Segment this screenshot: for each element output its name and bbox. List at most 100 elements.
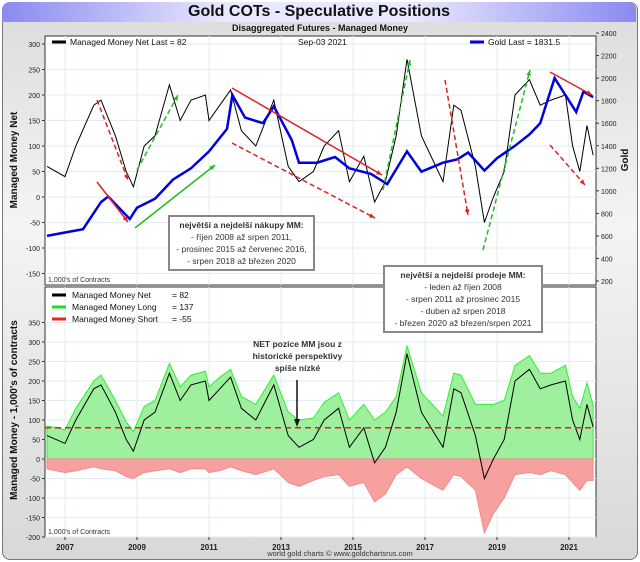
y-axis-title: Managed Money Net bbox=[9, 111, 20, 208]
mm-net-line bbox=[46, 59, 594, 223]
y2-tick-label: 800 bbox=[601, 211, 613, 218]
y-tick-label: 200 bbox=[28, 379, 40, 386]
y-tick-label: 250 bbox=[28, 68, 40, 75]
arrow-head-icon bbox=[122, 216, 128, 222]
mm-long-area bbox=[46, 343, 594, 460]
y-tick-label: -50 bbox=[30, 477, 40, 484]
buying-annotation-line: - říjen 2008 až srpen 2011, bbox=[191, 232, 292, 242]
y2-tick-label: 1600 bbox=[601, 121, 617, 128]
y-tick-label: 50 bbox=[32, 170, 40, 177]
arrow-head-icon bbox=[579, 179, 585, 185]
net-position-note: NET pozice MM jsou z historické perspekt… bbox=[240, 338, 355, 374]
trend-arrow bbox=[96, 99, 129, 181]
arrow-head-icon bbox=[209, 165, 215, 171]
y2-tick-label: 600 bbox=[601, 234, 613, 241]
selling-annotation-line: - leden až říjen 2008 bbox=[424, 282, 502, 292]
y-tick-label: -100 bbox=[26, 496, 40, 503]
y-tick-label: 250 bbox=[28, 360, 40, 367]
y-tick-label: -50 bbox=[30, 221, 40, 228]
trend-arrow bbox=[96, 181, 129, 223]
y2-tick-label: 400 bbox=[601, 256, 613, 263]
legend-label: Managed Money Net bbox=[72, 290, 152, 300]
note-line: NET pozice MM jsou z bbox=[253, 339, 342, 349]
y-tick-label: -150 bbox=[26, 272, 40, 279]
y-tick-label: -200 bbox=[26, 535, 40, 542]
buying-annotation-box: největší a nejdelší nákupy MM: - říjen 2… bbox=[168, 215, 315, 271]
legend-value: = 137 bbox=[172, 302, 194, 312]
y-tick-label: 300 bbox=[28, 42, 40, 49]
selling-annotation-line: - březen 2020 až březen/srpen 2021 bbox=[394, 318, 532, 328]
y2-tick-label: 1400 bbox=[601, 144, 617, 151]
y2-tick-label: 2000 bbox=[601, 76, 617, 83]
x-tick-label: 2013 bbox=[272, 543, 290, 552]
y2-axis-title: Gold bbox=[620, 149, 631, 172]
y-tick-label: 0 bbox=[36, 195, 40, 202]
arrow-head-icon bbox=[173, 95, 178, 101]
x-tick-label: 2019 bbox=[488, 543, 506, 552]
buying-annotation-line: - prosinec 2015 až červenec 2016, bbox=[176, 244, 307, 254]
legend-label: Gold Last = 1831.5 bbox=[488, 37, 560, 47]
note-line: historické perspektivy bbox=[252, 351, 343, 361]
y-tick-label: 0 bbox=[36, 457, 40, 464]
date-label: Sep-03 2021 bbox=[298, 37, 347, 47]
arrow-head-icon bbox=[294, 419, 300, 427]
y-tick-label: 150 bbox=[28, 119, 40, 126]
selling-annotation-line: - duben až srpen 2018 bbox=[420, 306, 506, 316]
trend-arrow bbox=[134, 164, 216, 229]
y-tick-label: 100 bbox=[28, 418, 40, 425]
buying-annotation-title: největší a nejdelší nákupy MM: bbox=[179, 220, 304, 230]
arrow-head-icon bbox=[406, 60, 412, 66]
arrow-head-icon bbox=[376, 170, 382, 175]
y2-tick-label: 200 bbox=[601, 279, 613, 286]
trend-arrow bbox=[382, 59, 411, 191]
y-tick-label: -100 bbox=[26, 246, 40, 253]
x-tick-label: 2021 bbox=[560, 543, 578, 552]
y-tick-label: 50 bbox=[32, 438, 40, 445]
trend-arrow bbox=[549, 144, 586, 186]
y-axis-title-bottom: Managed Money - 1,000's of contracts bbox=[9, 320, 20, 500]
mm-short-area bbox=[46, 458, 594, 535]
y-tick-label: 350 bbox=[28, 321, 40, 328]
footer-credit: world gold charts © www.goldchartsrus.co… bbox=[266, 549, 413, 558]
y-tick-label: -150 bbox=[26, 516, 40, 523]
trend-arrow bbox=[231, 142, 376, 219]
x-tick-label: 2007 bbox=[56, 543, 74, 552]
legend-value: = 82 bbox=[172, 290, 189, 300]
legend-label: Managed Money Long bbox=[72, 302, 157, 312]
chart-title: Gold COTs - Speculative Positions bbox=[2, 2, 636, 22]
buying-annotation-line: - srpen 2018 až březen 2020 bbox=[187, 256, 296, 266]
x-tick-label: 2009 bbox=[128, 543, 146, 552]
trend-arrow bbox=[231, 87, 383, 176]
trend-arrow bbox=[444, 79, 469, 216]
trend-arrow bbox=[549, 71, 593, 96]
units-note: 1,000's of Contracts bbox=[48, 529, 111, 536]
trend-arrow bbox=[136, 94, 179, 171]
legend-value: = -55 bbox=[172, 314, 192, 324]
y-tick-label: 300 bbox=[28, 340, 40, 347]
selling-annotation-line: - srpen 2011 až prosinec 2015 bbox=[405, 294, 521, 304]
trend-arrow bbox=[482, 69, 531, 251]
arrow-head-icon bbox=[464, 209, 470, 215]
note-line: spíše nízké bbox=[274, 363, 321, 373]
legend-label: Managed Money Short bbox=[72, 314, 159, 324]
units-note: 1,000's of Contracts bbox=[48, 277, 111, 284]
arrow-head-icon bbox=[586, 90, 592, 95]
x-tick-label: 2011 bbox=[200, 543, 218, 552]
y2-tick-label: 1800 bbox=[601, 99, 617, 106]
y-tick-label: 200 bbox=[28, 93, 40, 100]
x-tick-label: 2017 bbox=[416, 543, 434, 552]
y2-tick-label: 2400 bbox=[601, 31, 617, 38]
y-tick-label: 100 bbox=[28, 144, 40, 151]
chart-subtitle: Disaggregated Futures - Managed Money bbox=[232, 23, 408, 33]
y2-tick-label: 2200 bbox=[601, 54, 617, 61]
x-tick-label: 2015 bbox=[344, 543, 362, 552]
y2-tick-label: 1200 bbox=[601, 166, 617, 173]
arrow-head-icon bbox=[526, 70, 531, 76]
y2-tick-label: 1000 bbox=[601, 189, 617, 196]
selling-annotation-box: největší a nejdelší prodeje MM: - leden … bbox=[383, 265, 543, 333]
selling-annotation-title: největší a nejdelší prodeje MM: bbox=[400, 270, 526, 280]
gold-price-line bbox=[46, 75, 594, 238]
legend-label: Managed Money Net Last = 82 bbox=[70, 37, 187, 47]
mm-net-line-bottom bbox=[46, 353, 594, 481]
